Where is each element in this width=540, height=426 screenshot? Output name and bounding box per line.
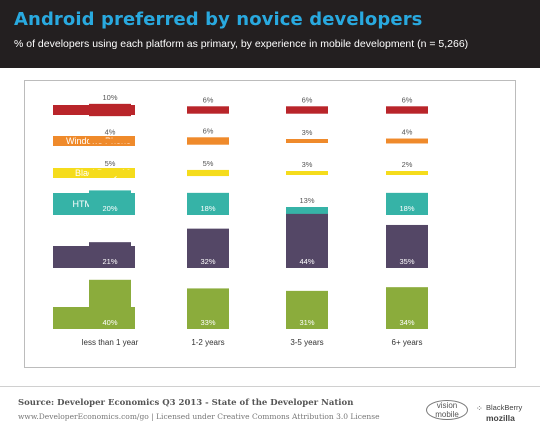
data-label-windows-phone-6-years: 4% [402,128,413,137]
bar-html5-mobile-1-2-years [187,192,229,215]
bar-blackberry-10-1-2-years [187,169,229,177]
bar-blackberry-10-3-5-years [286,171,328,175]
blackberry-label: BlackBerry [486,403,523,412]
chart-svg: Other10%6%6%6%Windows Phone4%6%3%4%Black… [53,93,428,347]
data-label-ios-6-years: 35% [399,257,414,266]
data-label-blackberry-10-6-years: 2% [402,160,413,169]
data-label-android-less-than-1-year: 40% [102,318,117,327]
data-label-android-6-years: 34% [399,318,414,327]
bar-windows-phone-less-than-1-year [89,138,131,144]
bar-ios-6-years [386,224,428,268]
bar-android-6-years [386,287,428,329]
data-label-windows-phone-3-5-years: 3% [302,128,313,137]
visionmobile-logo-line1: vision [436,401,458,410]
data-label-blackberry-10-1-2-years: 5% [203,159,214,168]
bar-windows-phone-3-5-years [286,139,328,143]
bar-ios-1-2-years [187,228,229,268]
bar-other-1-2-years [187,106,229,114]
data-label-other-3-5-years: 6% [302,95,313,104]
data-label-html5-mobile-3-5-years: 13% [299,196,314,205]
x-tick-label-less-than-1-year: less than 1 year [82,338,139,347]
bar-other-6-years [386,106,428,114]
data-label-other-less-than-1-year: 10% [102,93,117,102]
bar-other-3-5-years [286,106,328,114]
bar-ios-less-than-1-year [89,242,131,268]
data-label-blackberry-10-less-than-1-year: 5% [105,159,116,168]
chart-title: Android preferred by novice developers [14,9,423,30]
data-label-other-1-2-years: 6% [203,95,214,104]
mozilla-label: mozilla [486,413,515,423]
bar-html5-mobile-6-years [386,192,428,215]
bar-android-3-5-years [286,290,328,329]
bar-ios-3-5-years [286,213,328,268]
header-banner: Android preferred by novice developers %… [0,0,540,68]
data-label-ios-1-2-years: 32% [200,257,215,266]
visionmobile-logo-line2: mobile [435,409,459,419]
data-label-html5-mobile-1-2-years: 18% [200,204,215,213]
data-label-other-6-years: 6% [402,95,413,104]
data-label-ios-less-than-1-year: 21% [102,257,117,266]
data-label-blackberry-10-3-5-years: 3% [302,160,313,169]
x-tick-label-3-5-years: 3-5 years [290,338,323,347]
x-tick-label-6-years: 6+ years [392,338,423,347]
bar-other-less-than-1-year [89,103,131,117]
data-label-html5-mobile-less-than-1-year: 20% [102,204,117,213]
footer-divider [0,386,540,387]
source-line: Source: Developer Economics Q3 2013 - St… [18,398,354,408]
bar-android-1-2-years [187,288,229,329]
bar-html5-mobile-less-than-1-year [89,190,131,215]
chart-frame: Other10%6%6%6%Windows Phone4%6%3%4%Black… [24,80,516,368]
blackberry-logo-icon: ⁘ [476,404,483,413]
bar-windows-phone-6-years [386,138,428,144]
data-label-android-3-5-years: 31% [299,318,314,327]
visionmobile-logo: vision mobile [426,400,468,420]
bar-blackberry-10-6-years [386,171,428,175]
bar-blackberry-10-less-than-1-year [89,169,131,177]
data-label-windows-phone-1-2-years: 6% [203,126,214,135]
bar-android-less-than-1-year [89,279,131,329]
bar-windows-phone-1-2-years [187,137,229,145]
license-line: www.DeveloperEconomics.com/go | Licensed… [18,412,380,421]
data-label-android-1-2-years: 33% [200,318,215,327]
x-tick-label-1-2-years: 1-2 years [191,338,224,347]
data-label-windows-phone-less-than-1-year: 4% [105,128,116,137]
data-label-html5-mobile-6-years: 18% [399,204,414,213]
data-label-ios-3-5-years: 44% [299,257,314,266]
chart-subtitle: % of developers using each platform as p… [14,38,469,50]
